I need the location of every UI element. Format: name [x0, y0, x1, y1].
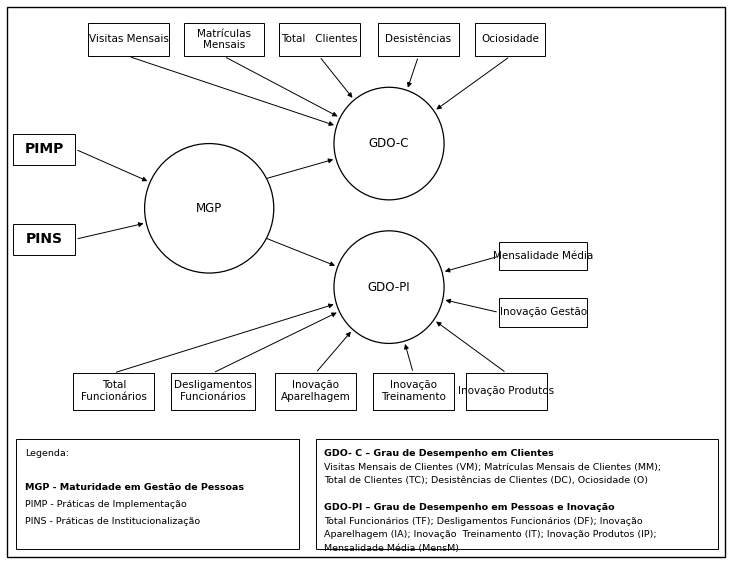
Text: Legenda:: Legenda:: [25, 449, 69, 458]
Ellipse shape: [334, 87, 444, 200]
Text: PIMP: PIMP: [24, 142, 64, 156]
FancyBboxPatch shape: [170, 373, 255, 410]
FancyBboxPatch shape: [499, 242, 587, 270]
Text: Inovação
Aparelhagem: Inovação Aparelhagem: [280, 381, 351, 402]
Text: Mensalidade Média (MensM): Mensalidade Média (MensM): [324, 544, 459, 553]
FancyBboxPatch shape: [73, 373, 154, 410]
Text: Inovação
Treinamento: Inovação Treinamento: [381, 381, 446, 402]
Text: Visitas Mensais de Clientes (VM); Matrículas Mensais de Clientes (MM);: Visitas Mensais de Clientes (VM); Matríc…: [324, 463, 661, 472]
Text: MGP - Maturidade em Gestão de Pessoas: MGP - Maturidade em Gestão de Pessoas: [25, 483, 244, 492]
Text: GDO-PI: GDO-PI: [368, 280, 410, 294]
Text: Total Funcionários (TF); Desligamentos Funcionários (DF); Inovação: Total Funcionários (TF); Desligamentos F…: [324, 517, 643, 526]
FancyBboxPatch shape: [12, 133, 75, 164]
Text: Inovação Produtos: Inovação Produtos: [459, 386, 554, 396]
Text: Inovação Gestão: Inovação Gestão: [500, 307, 586, 318]
Text: Visitas Mensais: Visitas Mensais: [89, 34, 168, 44]
FancyBboxPatch shape: [12, 224, 75, 254]
Text: PINS: PINS: [26, 233, 62, 246]
Text: Matrículas
Mensais: Matrículas Mensais: [197, 29, 251, 50]
Text: PINS - Práticas de Institucionalização: PINS - Práticas de Institucionalização: [25, 517, 200, 526]
FancyBboxPatch shape: [378, 23, 459, 56]
Text: Desistências: Desistências: [385, 34, 451, 44]
Text: GDO-PI – Grau de Desempenho em Pessoas e Inovação: GDO-PI – Grau de Desempenho em Pessoas e…: [324, 503, 615, 512]
Text: Total
Funcionários: Total Funcionários: [81, 381, 147, 402]
Text: PIMP - Práticas de Implementação: PIMP - Práticas de Implementação: [25, 500, 186, 509]
Text: Aparelhagem (IA); Inovação  Treinamento (IT); Inovação Produtos (IP);: Aparelhagem (IA); Inovação Treinamento (…: [324, 530, 657, 539]
FancyBboxPatch shape: [373, 373, 454, 410]
FancyBboxPatch shape: [476, 23, 545, 56]
FancyBboxPatch shape: [316, 439, 718, 549]
FancyBboxPatch shape: [184, 23, 264, 56]
FancyBboxPatch shape: [466, 373, 547, 410]
FancyBboxPatch shape: [88, 23, 169, 56]
Text: Total de Clientes (TC); Desistências de Clientes (DC), Ociosidade (O): Total de Clientes (TC); Desistências de …: [324, 476, 648, 485]
FancyBboxPatch shape: [16, 439, 299, 549]
Text: Total   Clientes: Total Clientes: [281, 34, 357, 44]
Text: Desligamentos
Funcionários: Desligamentos Funcionários: [174, 381, 252, 402]
Ellipse shape: [145, 144, 274, 273]
FancyBboxPatch shape: [275, 373, 356, 410]
Text: MGP: MGP: [196, 202, 222, 215]
Text: Ociosidade: Ociosidade: [482, 34, 539, 44]
Ellipse shape: [334, 231, 444, 343]
Text: Mensalidade Média: Mensalidade Média: [493, 251, 593, 261]
Text: GDO-C: GDO-C: [368, 137, 410, 150]
Text: GDO- C – Grau de Desempenho em Clientes: GDO- C – Grau de Desempenho em Clientes: [324, 449, 554, 458]
FancyBboxPatch shape: [499, 298, 587, 327]
FancyBboxPatch shape: [279, 23, 360, 56]
